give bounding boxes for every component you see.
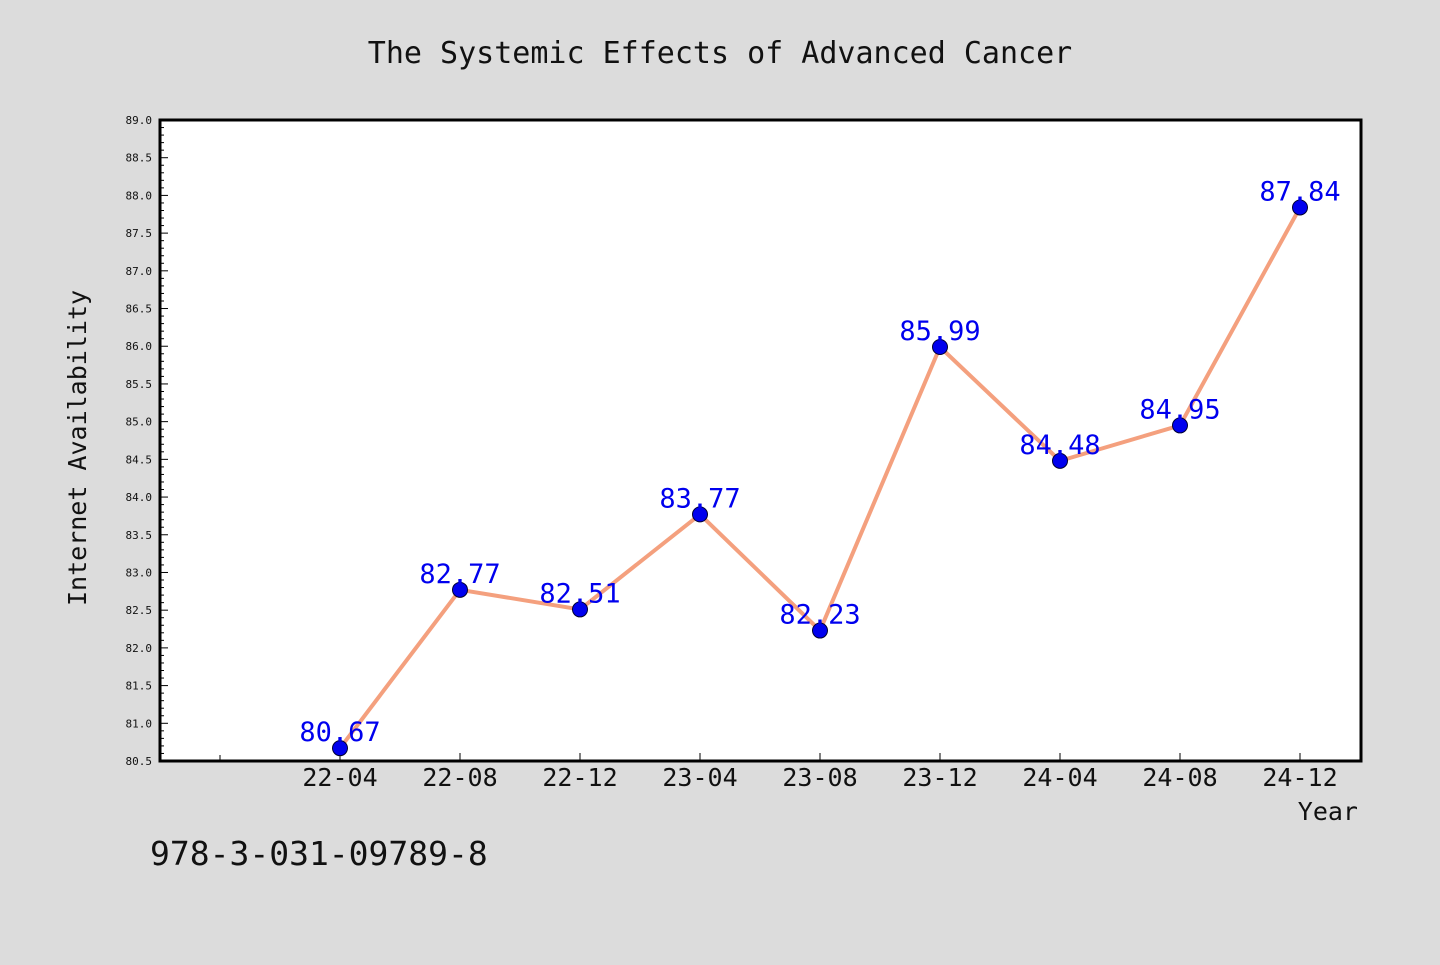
x-tick-label: 24-08 — [1142, 763, 1217, 792]
y-tick-label: 85.0 — [126, 416, 153, 429]
chart-title: The Systemic Effects of Advanced Cancer — [368, 36, 1072, 71]
x-axis-label: Year — [1298, 797, 1358, 826]
x-tick-label: 22-04 — [302, 763, 377, 792]
y-tick-label: 81.5 — [126, 680, 153, 693]
y-tick-label: 89.0 — [126, 114, 153, 127]
data-label: 84.48 — [1019, 430, 1100, 461]
x-tick-label: 23-08 — [782, 763, 857, 792]
y-tick-label: 82.5 — [126, 604, 153, 617]
data-labels: 80.67 82.77 82.51 83.77 82.23 85.99 84.48 84.95… — [299, 176, 1340, 748]
x-tick-label: 23-04 — [662, 763, 737, 792]
y-tick-label: 83.0 — [126, 566, 153, 579]
y-axis-label: Internet Availability — [63, 290, 92, 606]
data-point — [572, 601, 588, 618]
y-tick-label: 86.5 — [126, 303, 153, 316]
data-point — [452, 581, 468, 598]
y-tick-label: 86.0 — [126, 340, 153, 353]
data-point — [812, 622, 828, 639]
data-point — [932, 338, 948, 355]
y-tick-label: 80.5 — [126, 755, 153, 768]
y-axis-ticks: 80.5 81.0 81.5 82.0 82.5 83.0 83.5 84.0 84.5 85.0… — [126, 114, 168, 768]
y-tick-label: 87.0 — [126, 265, 153, 278]
data-label: 84.95 — [1139, 394, 1220, 425]
x-tick-label: 22-08 — [422, 763, 497, 792]
data-point — [332, 740, 348, 757]
x-tick-label: 23-12 — [902, 763, 977, 792]
x-tick-label: 24-12 — [1262, 763, 1337, 792]
y-tick-label: 81.0 — [126, 717, 153, 730]
y-tick-label: 84.0 — [126, 491, 153, 504]
data-label: 83.77 — [659, 483, 740, 514]
x-tick-label: 24-04 — [1022, 763, 1097, 792]
data-point — [1052, 452, 1068, 469]
plot-frame — [158, 118, 1363, 763]
x-axis-ticks: 22-04 22-08 22-12 23-04 23-08 23-12 24-04 24-08… — [219, 753, 1338, 792]
y-tick-label: 87.5 — [126, 227, 153, 240]
data-points — [332, 199, 1308, 757]
data-label: 80.67 — [299, 717, 380, 748]
data-point — [692, 506, 708, 523]
data-point — [1292, 199, 1308, 216]
data-label: 82.51 — [539, 578, 620, 609]
y-tick-label: 88.5 — [126, 152, 153, 165]
y-tick-label: 88.0 — [126, 189, 153, 202]
y-tick-label: 82.0 — [126, 642, 153, 655]
y-tick-label: 83.5 — [126, 529, 153, 542]
data-label: 85.99 — [899, 316, 980, 347]
y-tick-label: 84.5 — [126, 453, 153, 466]
x-tick-label: 22-12 — [542, 763, 617, 792]
isbn-annotation: 978-3-031-09789-8 — [150, 834, 488, 873]
plot-area — [160, 120, 1361, 761]
y-tick-label: 85.5 — [126, 378, 153, 391]
data-label: 87.84 — [1259, 176, 1340, 207]
data-label: 82.23 — [779, 600, 860, 631]
data-label: 82.77 — [419, 559, 500, 590]
data-point — [1172, 417, 1188, 434]
